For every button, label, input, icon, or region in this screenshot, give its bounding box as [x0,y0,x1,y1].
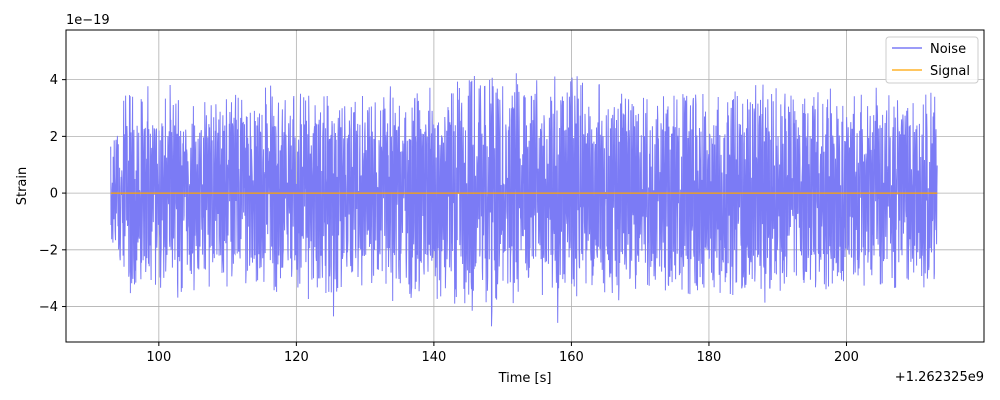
y-axis-label: Strain [15,167,30,206]
y-tick-label: −2 [39,243,58,258]
y-axis-ticks: −4 −2 0 2 4 [39,73,66,315]
y-tick-label: 4 [50,73,58,88]
x-tick-label: 180 [697,350,722,365]
y-tick-label: 0 [50,187,58,202]
noise-line [110,73,938,327]
x-axis-ticks: 100 120 140 160 180 200 [146,342,859,365]
x-axis-label: Time [s] [498,371,552,386]
x-tick-label: 100 [146,350,171,365]
plot-frame [65,29,985,343]
y-axis-offset-text: 1e−19 [66,13,110,28]
x-axis-offset-text: +1.262325e9 [895,370,984,385]
y-tick-label: 2 [50,130,58,145]
y-tick-label: −4 [39,300,58,315]
x-tick-label: 200 [834,350,859,365]
x-tick-label: 120 [284,350,309,365]
x-tick-label: 160 [559,350,584,365]
legend: Noise Signal [885,36,979,84]
legend-noise-label: Noise [930,42,966,57]
noise-series [110,73,938,327]
legend-signal-label: Signal [930,64,970,79]
x-tick-label: 140 [421,350,446,365]
